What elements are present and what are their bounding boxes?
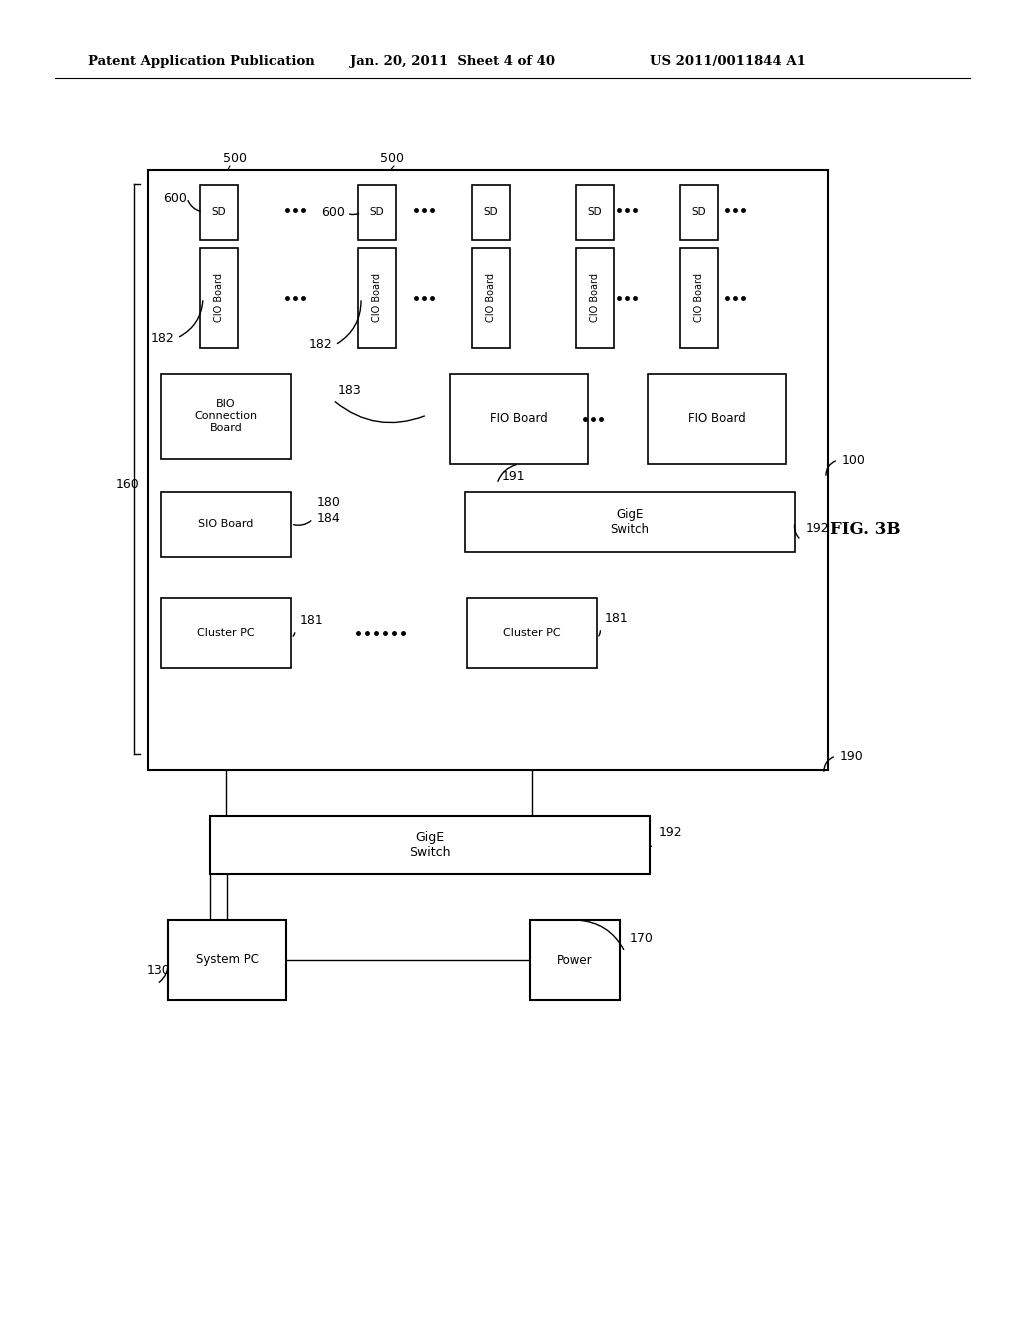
Text: FIG. 3B: FIG. 3B xyxy=(830,521,900,539)
Text: 170: 170 xyxy=(630,932,654,945)
Bar xyxy=(200,248,238,348)
Text: SD: SD xyxy=(212,207,226,216)
Text: 100: 100 xyxy=(842,454,866,466)
Text: 182: 182 xyxy=(309,338,333,351)
Text: Cluster PC: Cluster PC xyxy=(503,628,561,638)
Text: 600: 600 xyxy=(322,206,345,219)
Text: Power: Power xyxy=(557,953,593,966)
Text: 184: 184 xyxy=(317,511,341,524)
Bar xyxy=(680,185,718,240)
Text: 190: 190 xyxy=(840,750,864,763)
Bar xyxy=(450,374,588,465)
Text: CIO Board: CIO Board xyxy=(694,273,705,322)
Bar xyxy=(358,248,396,348)
Text: 192: 192 xyxy=(806,521,829,535)
Bar xyxy=(648,374,786,465)
Bar xyxy=(161,374,291,459)
Text: SD: SD xyxy=(691,207,707,216)
Text: 500: 500 xyxy=(223,152,247,165)
Text: SD: SD xyxy=(588,207,602,216)
Bar xyxy=(200,185,238,240)
Text: 181: 181 xyxy=(605,611,629,624)
Text: 500: 500 xyxy=(380,152,404,165)
Text: Cluster PC: Cluster PC xyxy=(198,628,255,638)
Bar xyxy=(168,920,286,1001)
Text: 191: 191 xyxy=(502,470,525,483)
Text: 160: 160 xyxy=(116,478,140,491)
Bar xyxy=(465,492,795,552)
Text: 600: 600 xyxy=(163,191,187,205)
Text: SIO Board: SIO Board xyxy=(199,519,254,529)
Text: Patent Application Publication: Patent Application Publication xyxy=(88,55,314,69)
Text: SD: SD xyxy=(483,207,499,216)
Text: GigE
Switch: GigE Switch xyxy=(410,832,451,859)
Bar xyxy=(530,920,620,1001)
Text: FIO Board: FIO Board xyxy=(490,412,548,425)
Text: CIO Board: CIO Board xyxy=(486,273,496,322)
Bar xyxy=(358,185,396,240)
Bar xyxy=(161,492,291,557)
Text: 183: 183 xyxy=(338,384,361,396)
Text: BIO
Connection
Board: BIO Connection Board xyxy=(195,400,258,433)
Text: GigE
Switch: GigE Switch xyxy=(610,508,649,536)
Text: SD: SD xyxy=(370,207,384,216)
Text: FIO Board: FIO Board xyxy=(688,412,745,425)
Bar xyxy=(575,185,614,240)
Bar xyxy=(680,248,718,348)
Text: US 2011/0011844 A1: US 2011/0011844 A1 xyxy=(650,55,806,69)
Bar xyxy=(575,248,614,348)
Bar xyxy=(472,248,510,348)
Bar xyxy=(148,170,828,770)
Text: Jan. 20, 2011  Sheet 4 of 40: Jan. 20, 2011 Sheet 4 of 40 xyxy=(350,55,555,69)
Text: 182: 182 xyxy=(152,331,175,345)
Text: 181: 181 xyxy=(300,614,324,627)
Bar xyxy=(210,816,650,874)
Bar xyxy=(472,185,510,240)
Bar xyxy=(161,598,291,668)
Text: CIO Board: CIO Board xyxy=(372,273,382,322)
Text: 180: 180 xyxy=(317,496,341,510)
Text: CIO Board: CIO Board xyxy=(590,273,600,322)
Text: 130: 130 xyxy=(147,964,171,977)
Bar xyxy=(467,598,597,668)
Text: System PC: System PC xyxy=(196,953,258,966)
Text: CIO Board: CIO Board xyxy=(214,273,224,322)
Text: 192: 192 xyxy=(659,826,683,840)
